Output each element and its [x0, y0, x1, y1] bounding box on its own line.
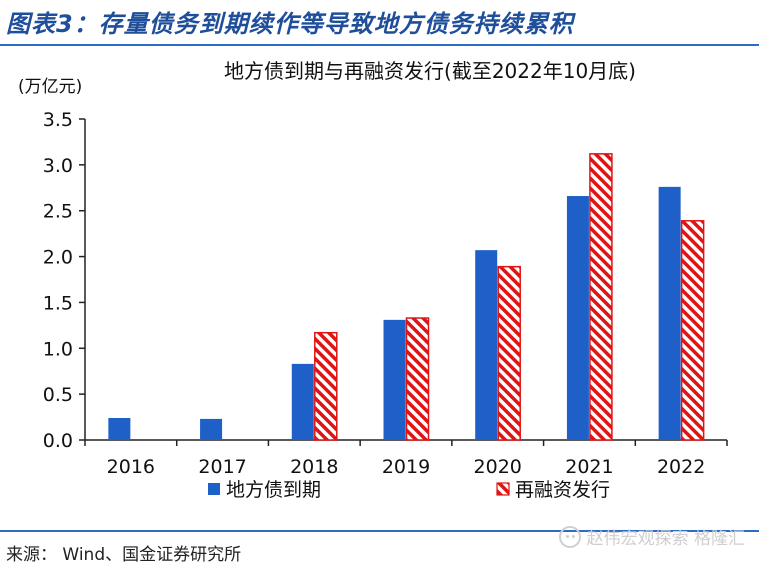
bottom-divider: [0, 530, 759, 532]
bar-maturity-2021: [566, 196, 589, 440]
x-tick-label: 2022: [657, 456, 705, 478]
y-tick-label: 0.0: [43, 430, 73, 452]
bar-refinancing-2019: [405, 317, 430, 441]
bar-refinancing-2022: [680, 220, 705, 441]
page-header: 图表3：存量债务到期续作等导致地方债务持续累积: [0, 0, 759, 44]
bar-maturity-2019: [383, 319, 406, 440]
source-note: 来源： Wind、国金证券研究所: [6, 545, 242, 565]
bar-maturity-2018: [291, 363, 314, 440]
x-tick-label: 2020: [474, 456, 522, 478]
bars: [108, 153, 705, 441]
wechat-icon: [558, 525, 581, 548]
bar-refinancing-2018: [314, 331, 338, 441]
bar-refinancing-2021: [589, 153, 613, 441]
x-tick-label: 2016: [107, 456, 155, 478]
y-tick-label: 1.5: [43, 292, 73, 314]
top-divider: [0, 44, 759, 46]
bar-maturity-2020: [475, 250, 498, 440]
x-tick-label: 2018: [290, 456, 338, 478]
chart-title: 地方债到期与再融资发行(截至2022年10月底): [224, 59, 636, 83]
y-tick-label: 0.5: [43, 384, 73, 406]
y-axis-label: (万亿元): [18, 77, 82, 97]
x-tick-label: 2017: [198, 456, 246, 478]
bar-chart: 地方债到期与再融资发行(截至2022年10月底) (万亿元) 0.0 0.5 1.0…: [18, 59, 728, 501]
bar-maturity-2016: [108, 417, 131, 440]
bar-maturity-2017: [200, 418, 223, 440]
x-axis: 2016 2017 2018 2019 2020 2021 2022: [84, 439, 728, 478]
legend-label: 再融资发行: [515, 479, 610, 501]
x-tick-label: 2021: [565, 456, 613, 478]
legend-swatch-maturity: [208, 483, 220, 495]
chart-area: 地方债到期与再融资发行(截至2022年10月底) (万亿元) 0.0 0.5 1.0…: [0, 46, 759, 528]
legend-label: 地方债到期: [226, 479, 321, 501]
bar-refinancing-2020: [497, 265, 521, 441]
x-tick-label: 2019: [382, 456, 430, 478]
y-tick-label: 2.0: [43, 247, 73, 269]
y-axis: 0.0 0.5 1.0 1.5 2.0 2.5 3.0 3.5: [43, 109, 86, 452]
y-tick-label: 3.5: [43, 109, 73, 131]
legend-swatch-refinancing: [496, 482, 510, 496]
bar-maturity-2022: [658, 186, 681, 440]
watermark-text: 赵伟宏观探索 格隆汇: [586, 529, 745, 549]
y-tick-label: 1.0: [43, 338, 73, 360]
y-tick-label: 3.0: [43, 155, 73, 177]
legend: 地方债到期 再融资发行: [208, 479, 610, 501]
y-tick-label: 2.5: [43, 201, 73, 223]
watermark: 赵伟宏观探索 格隆汇: [558, 524, 745, 549]
page-title: 图表3：存量债务到期续作等导致地方债务持续累积: [6, 10, 574, 38]
